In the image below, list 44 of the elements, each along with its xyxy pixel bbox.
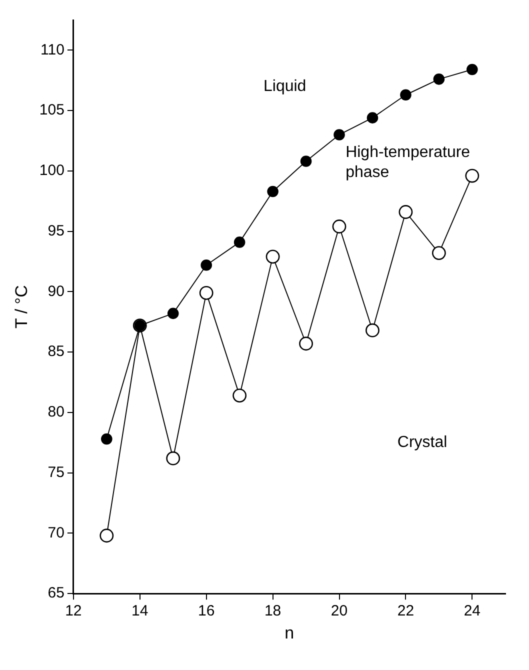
x-tick-label: 16 bbox=[198, 602, 215, 620]
point bbox=[465, 168, 480, 183]
x-tick-label: 24 bbox=[464, 602, 481, 620]
point bbox=[398, 205, 413, 219]
y-tick-label: 90 bbox=[48, 282, 64, 300]
point bbox=[266, 250, 280, 264]
annotation: Crystal bbox=[397, 432, 448, 453]
point bbox=[466, 64, 478, 76]
point bbox=[334, 129, 345, 140]
point bbox=[101, 433, 112, 445]
x-tick-label: 20 bbox=[330, 602, 348, 620]
point bbox=[200, 259, 212, 271]
point bbox=[199, 286, 214, 300]
y-axis-title: T / °C bbox=[12, 285, 31, 328]
y-tick-label: 110 bbox=[40, 41, 64, 58]
annotation: Liquid bbox=[263, 77, 308, 98]
point bbox=[366, 323, 380, 338]
y-tick-label: 95 bbox=[48, 222, 64, 240]
point bbox=[366, 112, 378, 124]
point bbox=[232, 388, 247, 403]
x-tick-label: 22 bbox=[397, 602, 414, 620]
x-tick-label: 12 bbox=[65, 602, 82, 620]
y-tick-label: 65 bbox=[48, 584, 64, 602]
point bbox=[267, 186, 278, 198]
y-tick-label: 100 bbox=[39, 162, 64, 180]
point bbox=[332, 220, 346, 234]
point bbox=[300, 156, 312, 167]
y-tick-label: 105 bbox=[39, 102, 64, 119]
y-tick-label: 85 bbox=[48, 343, 64, 360]
y-tick-label: 80 bbox=[48, 404, 64, 421]
point bbox=[299, 336, 313, 351]
point bbox=[166, 451, 180, 466]
point bbox=[433, 74, 445, 85]
point bbox=[100, 528, 114, 543]
x-tick-label: 18 bbox=[264, 602, 282, 620]
x-axis-title: n bbox=[284, 623, 294, 642]
annotation: High-temperature phase bbox=[346, 143, 472, 184]
point bbox=[234, 236, 246, 248]
y-tick-label: 75 bbox=[48, 464, 64, 481]
y-tick-label: 70 bbox=[48, 524, 64, 542]
point bbox=[167, 308, 179, 320]
x-tick-label: 14 bbox=[132, 602, 148, 620]
point bbox=[400, 89, 412, 101]
point bbox=[432, 246, 446, 260]
